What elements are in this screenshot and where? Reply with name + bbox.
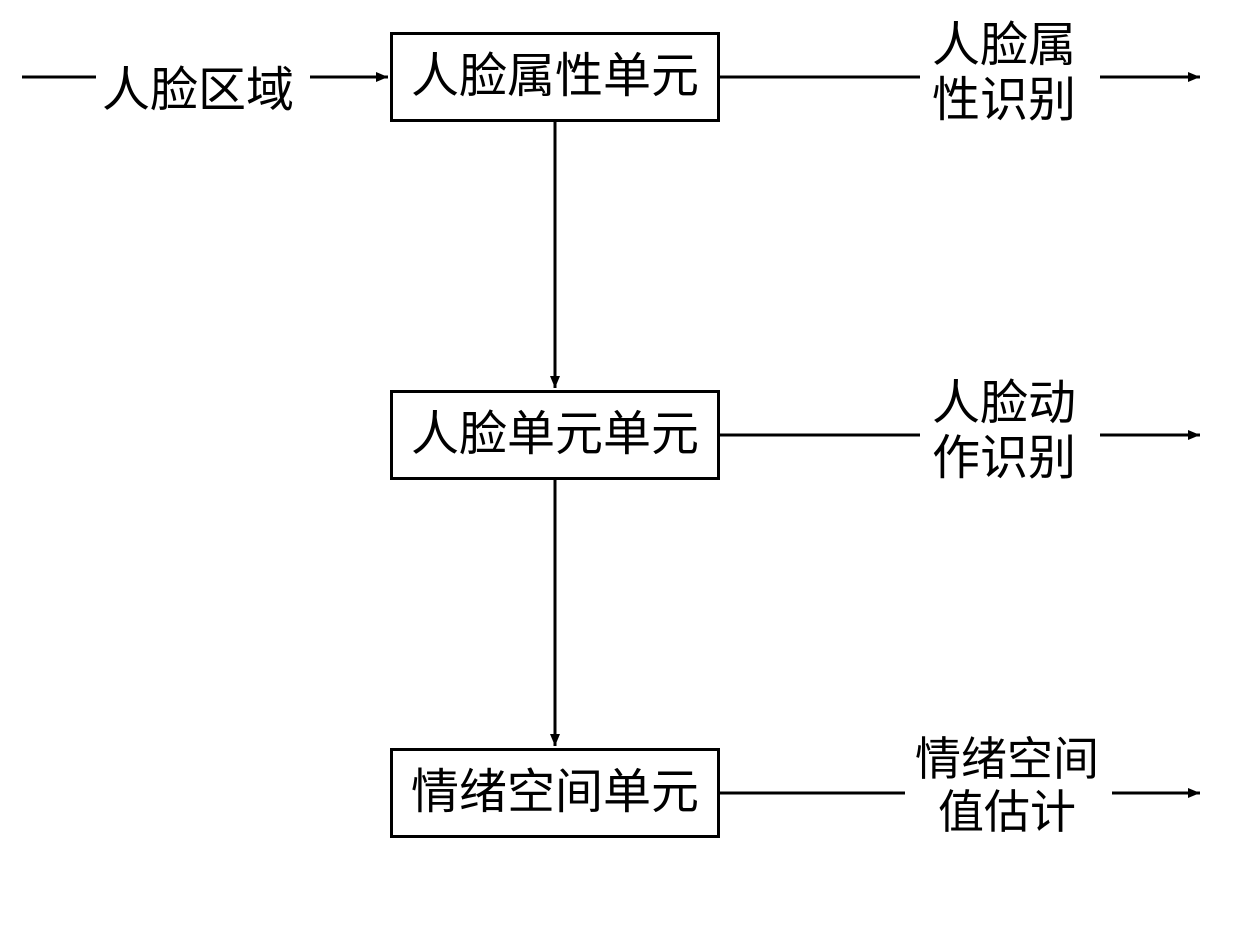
output-label-line: 性识别 (932, 73, 1076, 128)
node-face-attribute-unit: 人脸属性单元 (390, 32, 720, 122)
node-label: 情绪空间单元 (411, 769, 699, 817)
output-label-emotion-estimate: 情绪空间 值估计 (915, 734, 1099, 840)
node-emotion-space-unit: 情绪空间单元 (390, 748, 720, 838)
output-label-face-action-recog: 人脸动 作识别 (932, 376, 1076, 486)
output-label-line: 人脸动 (932, 376, 1076, 431)
output-label-line: 作识别 (932, 431, 1076, 486)
output-label-line: 值估计 (915, 787, 1099, 840)
output-label-face-attr-recog: 人脸属 性识别 (932, 18, 1076, 128)
output-label-line: 情绪空间 (915, 734, 1099, 787)
node-face-unit-unit: 人脸单元单元 (390, 390, 720, 480)
input-label-face-region: 人脸区域 (102, 50, 294, 120)
output-label-line: 人脸属 (932, 18, 1076, 73)
node-label: 人脸单元单元 (411, 411, 699, 459)
flowchart-canvas: 人脸属性单元 人脸单元单元 情绪空间单元 人脸区域 人脸属 性识别 人脸动 作识… (0, 0, 1240, 932)
node-label: 人脸属性单元 (411, 53, 699, 101)
